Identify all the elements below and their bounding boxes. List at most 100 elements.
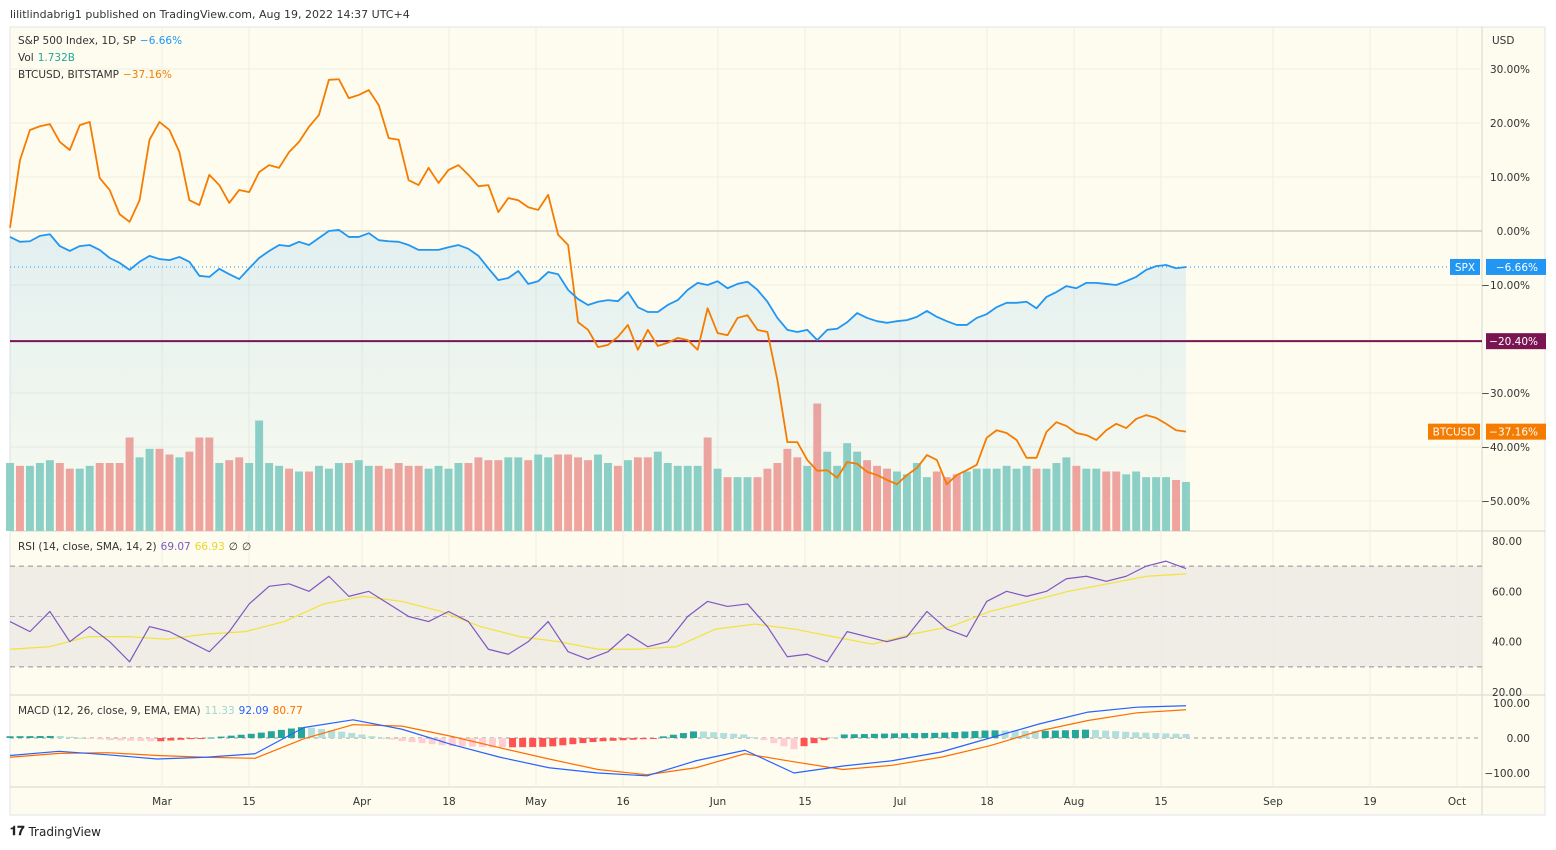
legend-macd-hist-value: 11.33	[204, 705, 235, 717]
macd-histogram-bar	[951, 732, 959, 738]
time-axis-label: Oct	[1448, 796, 1466, 808]
price-axis-label: 20.00%	[1490, 118, 1530, 130]
macd-histogram-bar	[157, 738, 165, 742]
macd-histogram-bar	[418, 738, 426, 744]
legend-btc[interactable]: BTCUSD, BITSTAMP −37.16%	[18, 69, 176, 81]
legend-rsi-value: 69.07	[160, 541, 191, 553]
macd-histogram-bar	[770, 738, 778, 744]
price-axis-label: −30.00%	[1481, 388, 1530, 400]
macd-histogram-bar	[167, 738, 175, 741]
tv-logo-icon: 𝟏𝟕	[10, 824, 25, 839]
time-axis-label: Aug	[1064, 796, 1085, 808]
macd-histogram-bar	[1081, 729, 1089, 738]
macd-histogram-bar	[710, 732, 718, 738]
macd-histogram-bar	[287, 728, 295, 738]
macd-histogram-bar	[599, 738, 607, 742]
macd-histogram-bar	[800, 738, 808, 747]
currency-label: USD	[1492, 35, 1514, 47]
time-axis-label: Apr	[353, 796, 372, 808]
macd-histogram-bar	[107, 738, 115, 741]
macd-histogram-bar	[488, 738, 496, 748]
macd-histogram-bar	[308, 727, 316, 738]
macd-histogram-bar	[26, 736, 34, 738]
legend-rsi-sma-value: 66.93	[194, 541, 225, 553]
macd-histogram-bar	[237, 734, 245, 738]
legend-btc-title: BTCUSD, BITSTAMP	[18, 69, 119, 81]
btc-line	[9, 78, 1187, 486]
macd-histogram-bar	[1152, 733, 1160, 738]
time-axis-label: 18	[442, 796, 455, 808]
macd-axis-label: −100.00	[1484, 768, 1530, 780]
macd-histogram-bar	[46, 735, 54, 738]
series-value-bg	[1486, 423, 1546, 440]
legend-spx[interactable]: S&P 500 Index, 1D, SP −6.66%	[18, 35, 186, 47]
legend-spx-value: −6.66%	[139, 35, 183, 47]
macd-histogram-bar	[247, 733, 255, 738]
macd-histogram-bar	[639, 738, 647, 740]
macd-histogram-bar	[911, 733, 919, 738]
macd-histogram-bar	[1011, 730, 1019, 738]
publish-info: lilitlindabrig1 published on TradingView…	[10, 8, 410, 21]
macd-histogram-bar	[217, 736, 225, 738]
macd-histogram-bar	[1061, 730, 1069, 738]
macd-histogram-bar	[579, 738, 587, 744]
macd-histogram-bar	[689, 731, 697, 738]
macd-histogram-bar	[187, 738, 195, 740]
macd-histogram-bar	[991, 730, 999, 738]
macd-histogram-bar	[368, 736, 376, 738]
rsi-axis-label: 60.00	[1492, 586, 1522, 598]
macd-histogram-bar	[398, 738, 406, 742]
macd-histogram-bar	[619, 738, 627, 741]
macd-histogram-bar	[1182, 734, 1190, 738]
macd-histogram-bar	[56, 736, 64, 738]
macd-histogram-bar	[921, 732, 929, 738]
macd-axis-label: 0.00	[1507, 733, 1530, 745]
legend-rsi[interactable]: RSI (14, close, SMA, 14, 2) 69.07 66.93 ∅ ∅	[18, 541, 255, 553]
series-value-bg	[1486, 258, 1546, 275]
legend-volume[interactable]: Vol 1.732B	[18, 52, 79, 64]
macd-histogram-bar	[740, 734, 748, 738]
macd-histogram-bar	[86, 738, 94, 739]
macd-histogram-bar	[177, 738, 185, 740]
macd-axis-label: 100.00	[1493, 698, 1530, 710]
time-axis-label: Jun	[709, 796, 726, 808]
macd-histogram-bar	[1142, 732, 1150, 738]
time-axis-label: 15	[798, 796, 811, 808]
macd-histogram-bar	[891, 733, 899, 738]
macd-histogram-bar	[860, 734, 868, 738]
macd-histogram-bar	[257, 732, 265, 738]
legend-macd[interactable]: MACD (12, 26, close, 9, EMA, EMA) 11.33 92…	[18, 705, 307, 717]
macd-histogram-bar	[1172, 733, 1180, 738]
macd-histogram-bar	[700, 731, 708, 738]
macd-histogram-bar	[1071, 729, 1079, 738]
price-axis-label: −10.00%	[1481, 280, 1530, 292]
macd-histogram-bar	[499, 738, 507, 748]
legend-vol-title: Vol	[18, 52, 34, 64]
spx-line	[9, 229, 1187, 341]
legend-vol-value: 1.732B	[37, 52, 75, 64]
legend-spx-title: S&P 500 Index, 1D, SP	[18, 35, 136, 47]
rsi-line	[9, 560, 1187, 663]
time-axis-label: Sep	[1263, 796, 1283, 808]
macd-histogram-bar	[509, 738, 517, 748]
macd-histogram-bar	[559, 738, 567, 746]
legend-rsi-title: RSI (14, close, SMA, 14, 2)	[18, 541, 157, 553]
macd-histogram-bar	[971, 731, 979, 738]
macd-histogram-bar	[6, 736, 14, 738]
macd-histogram-bar	[780, 738, 788, 747]
tradingview-logo[interactable]: 𝟏𝟕 TradingView	[10, 824, 101, 839]
macd-histogram-bar	[1092, 730, 1100, 738]
macd-histogram-bar	[850, 734, 858, 738]
macd-histogram-bar	[730, 733, 738, 738]
series-last-value: −37.16%	[1489, 427, 1538, 439]
time-axis-label: 16	[616, 796, 630, 808]
macd-histogram-bar	[1031, 730, 1039, 738]
macd-histogram-bar	[147, 738, 155, 742]
macd-histogram-bar	[750, 737, 758, 739]
macd-histogram-bar	[720, 732, 728, 738]
macd-histogram-bar	[96, 738, 104, 740]
macd-histogram-bar	[207, 737, 215, 739]
macd-histogram-bar	[931, 732, 939, 738]
rsi-axis-label: 40.00	[1492, 637, 1522, 649]
